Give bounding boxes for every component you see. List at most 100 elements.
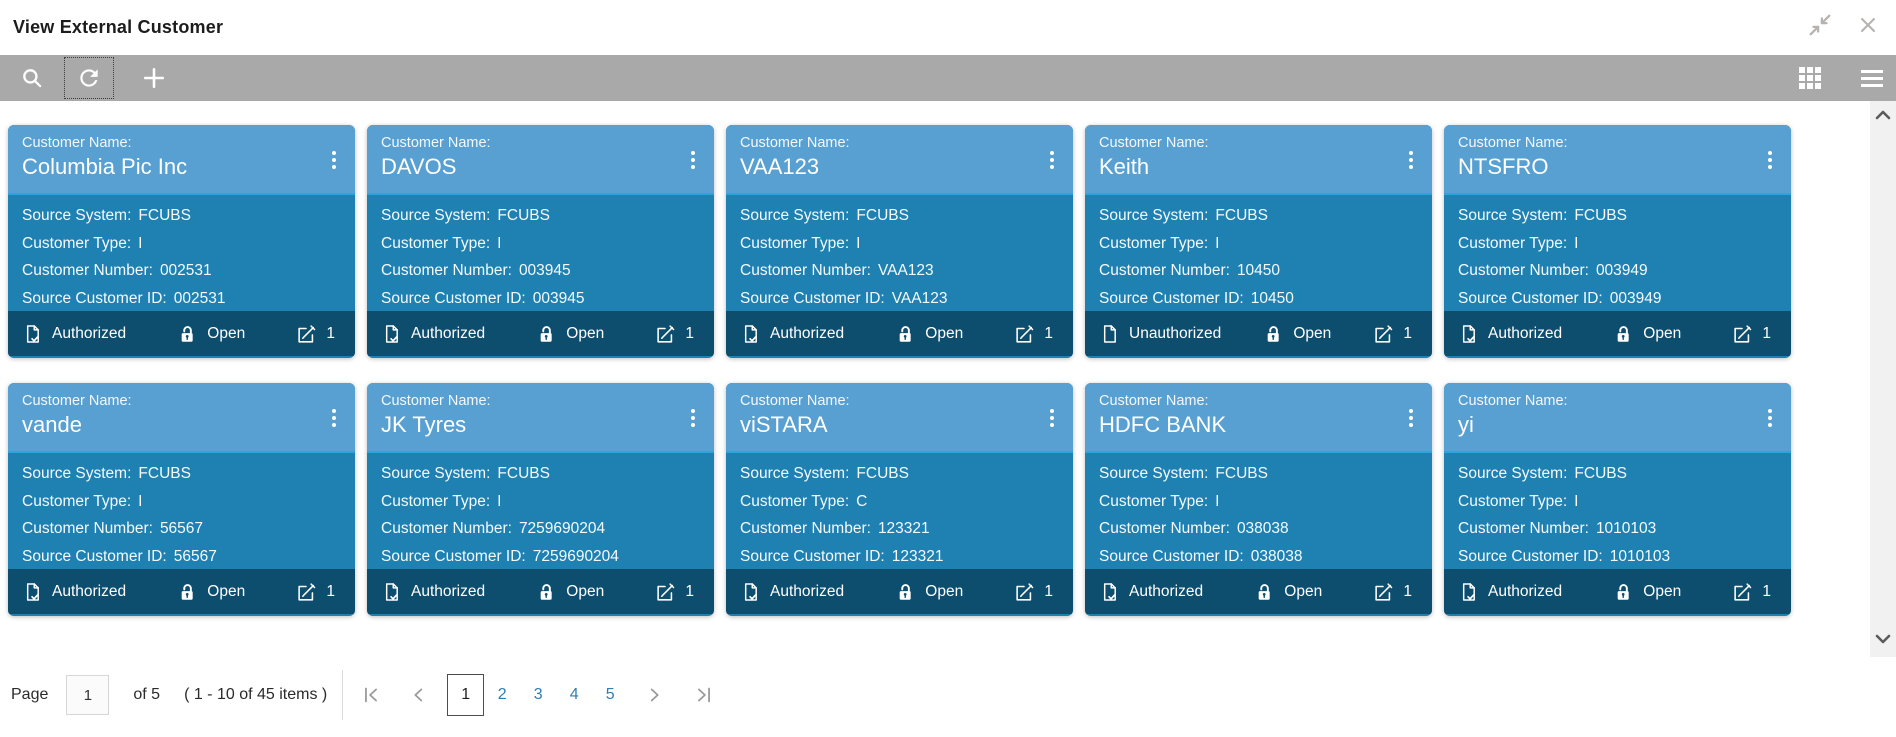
page-links: 2 3 4 5: [484, 686, 628, 704]
source-system-row: Source System: FCUBS: [1099, 465, 1268, 482]
pagination-bar: Page of 5 ( 1 - 10 of 45 items ) 1 2 3 4 5: [0, 668, 722, 722]
edit-count: 1: [1013, 581, 1053, 603]
source-system-row: Source System: FCUBS: [1458, 207, 1627, 224]
grid-view-icon[interactable]: [1799, 67, 1821, 89]
kebab-menu-icon[interactable]: [1402, 147, 1420, 173]
authorization-status: Authorized: [381, 581, 485, 603]
edit-count: 1: [654, 581, 694, 603]
customer-name-value: viSTARA: [740, 412, 828, 437]
card-footer: Authorized Open: [726, 569, 1073, 614]
kebab-menu-icon[interactable]: [1761, 147, 1779, 173]
search-icon[interactable]: [17, 58, 47, 98]
customer-name-value: VAA123: [740, 154, 820, 179]
pagination-nav: 1 2 3 4 5: [343, 674, 722, 716]
customer-name-label: Customer Name:: [381, 135, 491, 151]
title-bar: View External Customer: [0, 0, 1896, 55]
edit-icon: [1734, 582, 1752, 601]
page-link-4[interactable]: 4: [569, 686, 579, 703]
page-number-input[interactable]: [66, 675, 110, 715]
document-icon: [1462, 324, 1475, 343]
edit-icon: [298, 324, 316, 343]
customer-card[interactable]: Customer Name: NTSFRO Source System: FCUB…: [1444, 125, 1791, 358]
card-header: Customer Name: VAA123: [726, 125, 1073, 195]
kebab-menu-icon[interactable]: [1761, 405, 1779, 431]
card-body: Source System: FCUBS Customer Type: I Cust…: [367, 195, 714, 311]
source-system-row: Source System: FCUBS: [740, 207, 909, 224]
customer-type-row: Customer Type: I: [1458, 234, 1579, 252]
customer-card[interactable]: Customer Name: HDFC BANK Source System: F…: [1085, 383, 1432, 616]
lock-open-icon: [540, 583, 552, 600]
customer-name-label: Customer Name:: [22, 135, 132, 151]
scroll-up-icon[interactable]: [1875, 108, 1891, 126]
card-footer: Authorized Open: [726, 311, 1073, 356]
record-status: Open: [1253, 581, 1322, 603]
customer-card[interactable]: Customer Name: JK Tyres Source System: FC…: [367, 383, 714, 616]
edit-icon: [1016, 324, 1034, 343]
customer-name-label: Customer Name:: [1099, 393, 1209, 409]
customer-card[interactable]: Customer Name: yi Source System: FCUBS Cu…: [1444, 383, 1791, 616]
customer-card[interactable]: Customer Name: vande Source System: FCUBS…: [8, 383, 355, 616]
prev-page-icon[interactable]: [401, 677, 437, 713]
card-footer: Authorized Open: [367, 311, 714, 356]
card-body: Source System: FCUBS Customer Type: I Cust…: [8, 453, 355, 569]
lock-open-icon: [540, 325, 552, 342]
refresh-icon[interactable]: [64, 57, 114, 99]
source-customer-id-row: Source Customer ID: 56567: [22, 547, 217, 565]
kebab-menu-icon[interactable]: [1043, 147, 1061, 173]
scroll-down-icon[interactable]: [1875, 632, 1891, 650]
edit-count: 1: [1731, 323, 1771, 345]
customer-card[interactable]: Customer Name: Columbia Pic Inc Source S…: [8, 125, 355, 358]
source-system-row: Source System: FCUBS: [381, 465, 550, 482]
current-page-button[interactable]: 1: [447, 674, 485, 716]
customer-card[interactable]: Customer Name: Keith Source System: FCUBS…: [1085, 125, 1432, 358]
customer-name-label: Customer Name:: [22, 393, 132, 409]
kebab-menu-icon[interactable]: [684, 405, 702, 431]
source-customer-id-row: Source Customer ID: 003945: [381, 289, 585, 307]
page-link-5[interactable]: 5: [605, 686, 615, 703]
add-icon[interactable]: [139, 58, 169, 98]
kebab-menu-icon[interactable]: [1402, 405, 1420, 431]
customer-card[interactable]: Customer Name: DAVOS Source System: FCUBS…: [367, 125, 714, 358]
customer-number-row: Customer Number: VAA123: [740, 262, 934, 279]
list-menu-icon[interactable]: [1861, 69, 1883, 87]
source-customer-id-row: Source Customer ID: 7259690204: [381, 547, 619, 565]
edit-icon: [1375, 324, 1393, 343]
close-icon[interactable]: [1856, 13, 1880, 37]
vertical-scrollbar[interactable]: [1870, 101, 1896, 657]
kebab-menu-icon[interactable]: [325, 147, 343, 173]
customer-card[interactable]: Customer Name: viSTARA Source System: FCU…: [726, 383, 1073, 616]
record-status: Open: [535, 581, 604, 603]
customer-name-value: JK Tyres: [381, 412, 467, 437]
customer-card[interactable]: Customer Name: VAA123 Source System: FCUB…: [726, 125, 1073, 358]
kebab-menu-icon[interactable]: [684, 147, 702, 173]
customer-name-value: vande: [22, 412, 82, 437]
lock-open-icon: [899, 583, 911, 600]
customer-number-row: Customer Number: 10450: [1099, 262, 1281, 279]
record-status: Open: [1612, 581, 1681, 603]
source-customer-id-row: Source Customer ID: 10450: [1099, 289, 1294, 307]
collapse-icon[interactable]: [1806, 11, 1834, 39]
card-body: Source System: FCUBS Customer Type: I Cust…: [367, 453, 714, 569]
customer-number-row: Customer Number: 123321: [740, 520, 930, 537]
card-body: Source System: FCUBS Customer Type: I Cust…: [726, 195, 1073, 311]
first-page-icon[interactable]: [353, 677, 389, 713]
record-status: Open: [894, 323, 963, 345]
page-link-3[interactable]: 3: [533, 686, 543, 703]
customer-type-row: Customer Type: I: [381, 492, 502, 510]
customer-name-value: DAVOS: [381, 154, 457, 179]
pagination-divider: [342, 670, 344, 720]
kebab-menu-icon[interactable]: [325, 405, 343, 431]
last-page-icon[interactable]: [686, 677, 722, 713]
source-system-row: Source System: FCUBS: [1099, 207, 1268, 224]
customer-type-row: Customer Type: I: [1458, 492, 1579, 510]
kebab-menu-icon[interactable]: [1043, 405, 1061, 431]
toolbar: [0, 55, 1896, 101]
document-icon: [26, 582, 39, 601]
card-grid: Customer Name: Columbia Pic Inc Source S…: [0, 101, 1870, 616]
lock-open-icon: [1617, 583, 1629, 600]
authorization-status: Authorized: [1099, 581, 1203, 603]
next-page-icon[interactable]: [636, 677, 672, 713]
card-header: Customer Name: vande: [8, 383, 355, 453]
customer-number-row: Customer Number: 1010103: [1458, 520, 1657, 537]
page-link-2[interactable]: 2: [497, 686, 507, 703]
